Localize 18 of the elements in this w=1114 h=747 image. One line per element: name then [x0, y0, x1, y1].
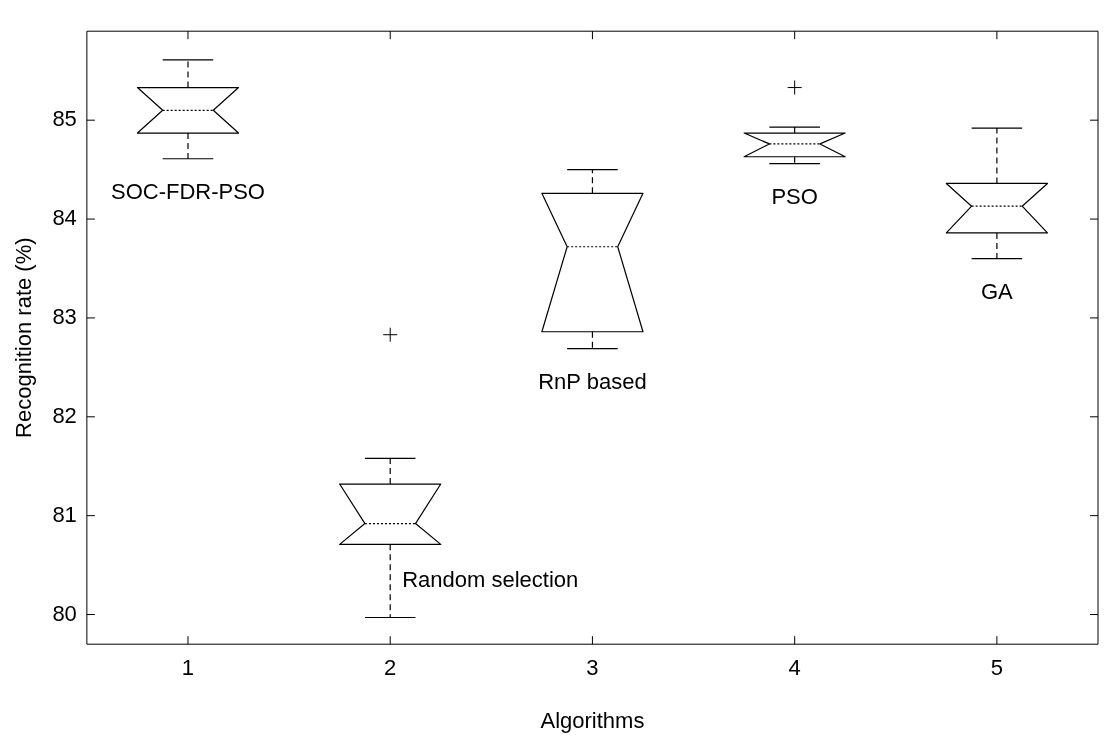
y-axis-title: Recognition rate (%)	[11, 237, 37, 438]
annotation: RnP based	[538, 368, 647, 394]
y-tick-label: 84	[52, 205, 77, 231]
x-tick-label: 2	[384, 655, 397, 681]
y-tick-label: 82	[52, 402, 77, 428]
annotation: SOC-FDR-PSO	[110, 178, 265, 204]
x-tick-label: 5	[990, 655, 1004, 681]
annotation: GA	[980, 278, 1014, 304]
annotation: PSO	[771, 183, 818, 209]
y-tick-label: 85	[52, 106, 77, 132]
x-tick-label: 1	[181, 655, 195, 681]
annotation: Random selection	[402, 566, 579, 592]
y-tick-label: 81	[52, 501, 77, 527]
x-tick-label: 4	[788, 655, 801, 681]
x-tick-label: 3	[586, 655, 599, 681]
x-axis-title: Algorithms	[540, 707, 645, 733]
y-tick-label: 80	[52, 600, 77, 626]
y-tick-label: 83	[52, 303, 77, 329]
